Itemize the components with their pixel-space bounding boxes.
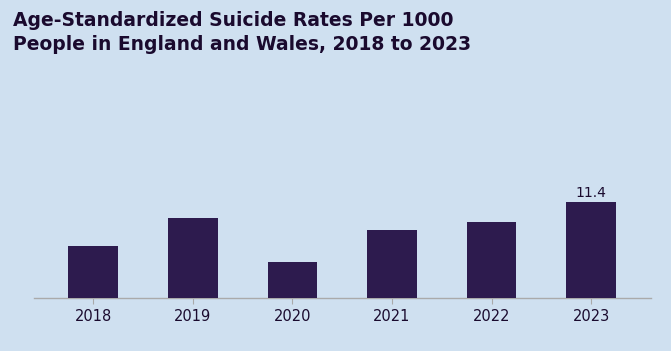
Bar <box>466 222 517 351</box>
Bar <box>168 218 218 351</box>
Text: Age-Standardized Suicide Rates Per 1000
People in England and Wales, 2018 to 202: Age-Standardized Suicide Rates Per 1000 … <box>13 11 472 54</box>
Bar <box>566 202 616 351</box>
Text: 11.4: 11.4 <box>576 186 607 200</box>
Bar <box>367 230 417 351</box>
Bar <box>68 246 118 351</box>
Bar <box>268 262 317 351</box>
